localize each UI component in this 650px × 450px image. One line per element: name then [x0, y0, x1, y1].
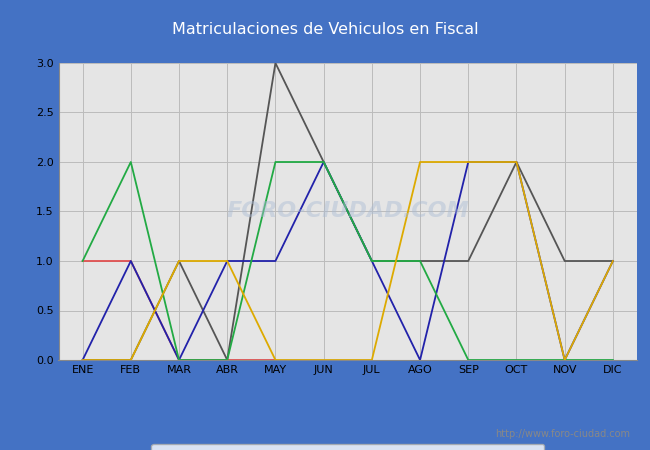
- Legend: 2024, 2023, 2022, 2021, 2020: 2024, 2023, 2022, 2021, 2020: [151, 444, 545, 450]
- Text: http://www.foro-ciudad.com: http://www.foro-ciudad.com: [495, 429, 630, 439]
- Text: Matriculaciones de Vehiculos en Fiscal: Matriculaciones de Vehiculos en Fiscal: [172, 22, 478, 37]
- Text: FORO-CIUDAD.COM: FORO-CIUDAD.COM: [226, 202, 469, 221]
